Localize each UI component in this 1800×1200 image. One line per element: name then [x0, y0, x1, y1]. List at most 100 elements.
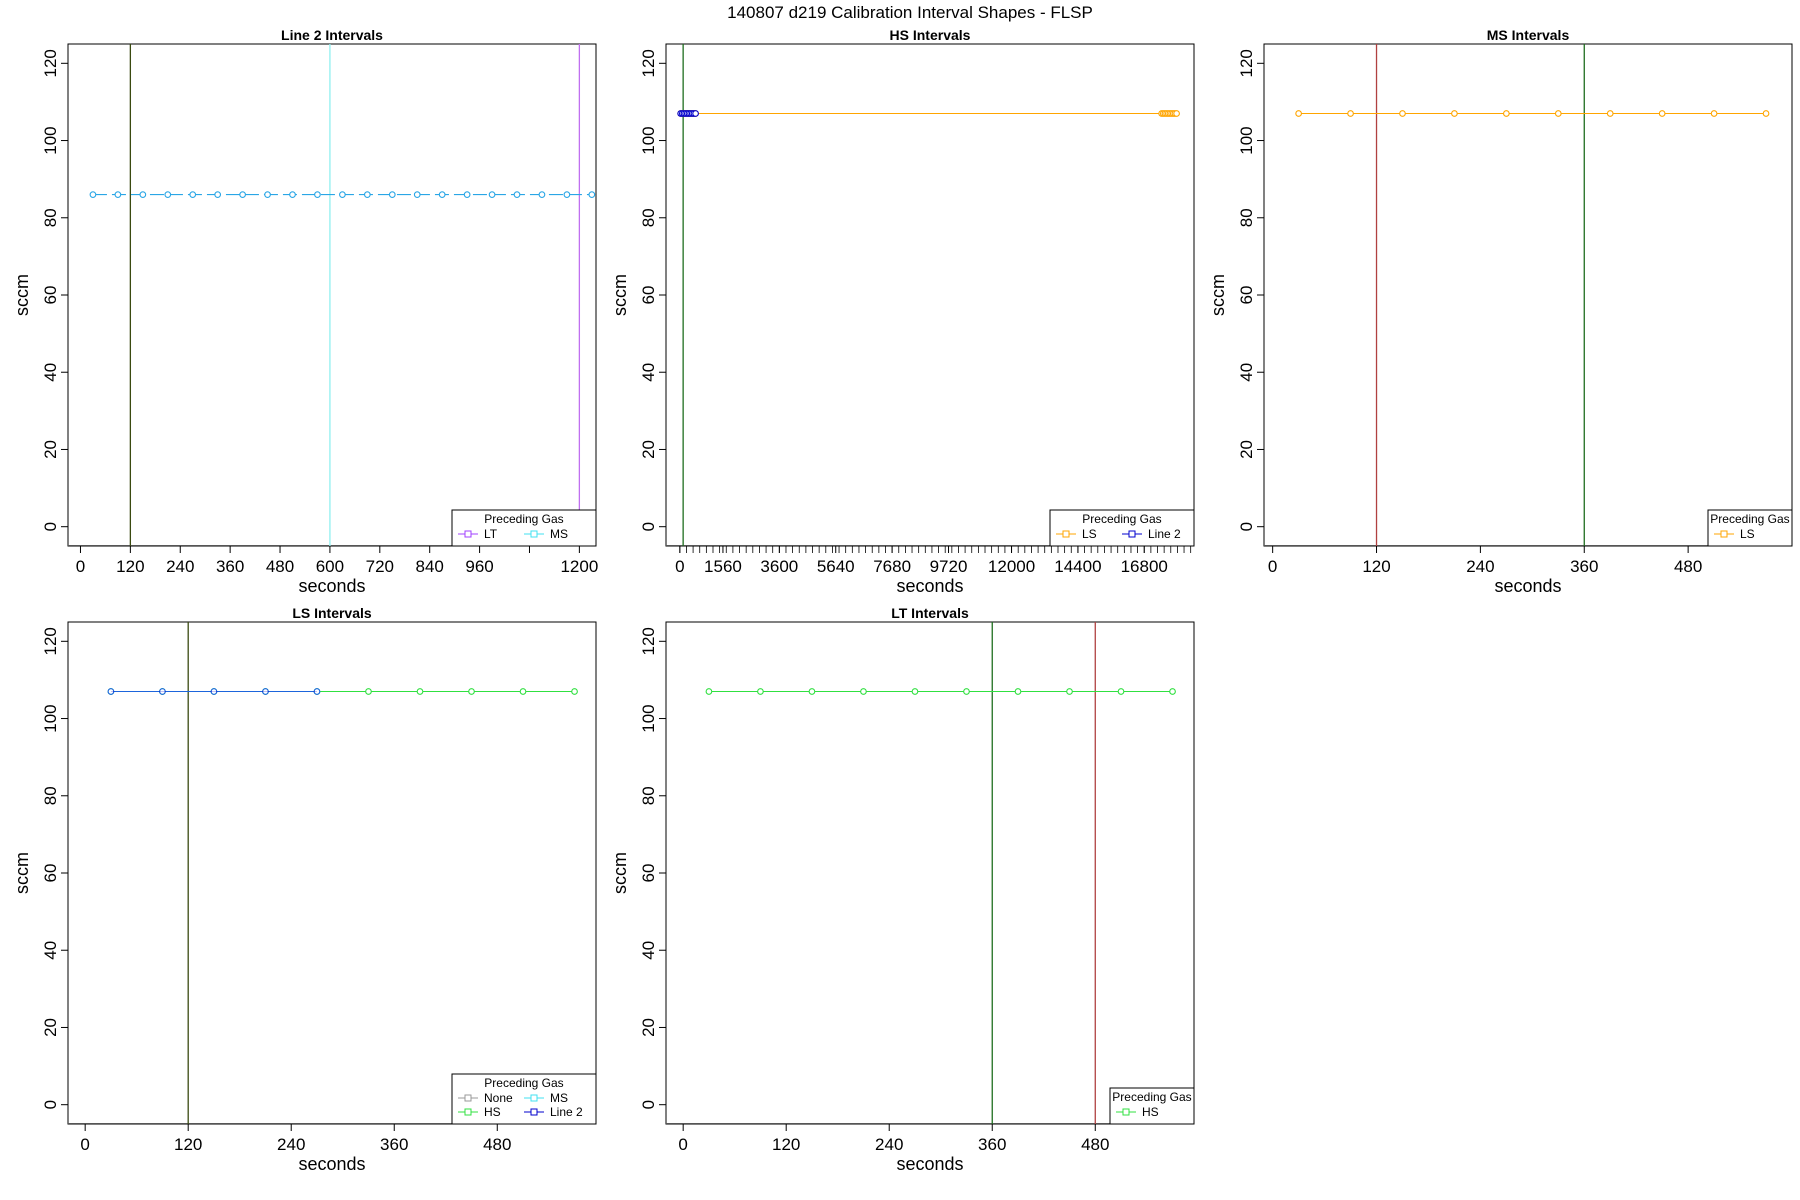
- legend-title: Preceding Gas: [484, 512, 563, 526]
- x-tick-label: 0: [675, 557, 684, 576]
- data-point: [1451, 110, 1458, 117]
- x-tick-label: 480: [266, 557, 294, 576]
- y-tick-label: 120: [1237, 49, 1256, 77]
- data-point: [139, 191, 147, 198]
- panel-title: HS Intervals: [890, 27, 971, 43]
- data-point: [1554, 110, 1562, 117]
- x-tick-label: 360: [1570, 557, 1598, 576]
- data-point: [189, 191, 197, 198]
- data-point: [963, 688, 970, 695]
- data-point: [757, 688, 764, 695]
- x-tick-label: 120: [772, 1135, 800, 1154]
- panel-4: LS Intervals 0 20 40 60 80 100 120 0 120 240 360 480…: [12, 605, 597, 1174]
- y-tick-label: 0: [639, 522, 658, 531]
- legend-item-label: MS: [550, 1091, 568, 1105]
- x-tick-label: 120: [1362, 557, 1390, 576]
- data-point: [1169, 688, 1176, 695]
- legend-swatch-marker: [464, 1108, 472, 1116]
- y-tick-label: 100: [1237, 126, 1256, 154]
- data-point: [563, 191, 571, 198]
- panel-title: LS Intervals: [292, 605, 372, 621]
- data-point: [239, 191, 246, 198]
- y-tick-label: 40: [41, 363, 60, 382]
- y-tick-label: 60: [639, 286, 658, 305]
- y-tick-label: 100: [41, 126, 60, 154]
- data-point: [289, 191, 296, 198]
- x-tick-label: 480: [1081, 1135, 1109, 1154]
- y-tick-label: 100: [639, 126, 658, 154]
- y-tick-label: 120: [41, 627, 60, 655]
- x-tick-label: 840: [416, 557, 444, 576]
- data-point: [1295, 110, 1302, 117]
- y-tick-label: 20: [1237, 440, 1256, 459]
- data-point: [413, 191, 421, 198]
- data-point: [538, 191, 546, 198]
- panel-3: MS Intervals 0 20 40 60 80 100 120 0 120 240 360 480…: [1208, 27, 1793, 596]
- x-tick-label: 0: [1268, 557, 1277, 576]
- y-axis-label: sccm: [1208, 274, 1228, 316]
- panel-5: LT Intervals 0 20 40 60 80 100 120 0 120 240 360 480…: [610, 605, 1195, 1174]
- data-point: [1762, 110, 1770, 117]
- data-point: [1399, 110, 1406, 117]
- y-tick-label: 80: [41, 786, 60, 805]
- x-tick-label: 16800: [1121, 557, 1168, 576]
- legend-swatch-marker: [530, 1094, 538, 1102]
- data-point: [164, 191, 172, 198]
- data-point: [416, 688, 424, 695]
- legend-box: [1049, 509, 1195, 547]
- y-tick-label: 80: [639, 208, 658, 227]
- data-point: [114, 191, 122, 198]
- x-tick-label: 5640: [817, 557, 855, 576]
- data-point: [571, 688, 578, 695]
- y-tick-label: 40: [41, 941, 60, 960]
- data-point: [468, 688, 475, 695]
- data-point: [860, 688, 867, 695]
- data-point: [1066, 688, 1073, 695]
- y-axis-label: sccm: [12, 852, 32, 894]
- plot-frame: [67, 621, 597, 1125]
- data-point: [314, 191, 321, 198]
- x-tick-label: 960: [465, 557, 493, 576]
- y-tick-label: 20: [639, 1018, 658, 1037]
- data-point: [705, 688, 713, 695]
- data-point: [1173, 110, 1180, 117]
- legend-swatch-marker: [530, 530, 538, 538]
- legend-swatch-marker: [1062, 530, 1070, 538]
- y-tick-label: 120: [639, 49, 658, 77]
- data-point: [89, 191, 97, 198]
- legend-title: Preceding Gas: [1082, 512, 1161, 526]
- data-point: [438, 191, 446, 198]
- legend-title: Preceding Gas: [1112, 1090, 1191, 1104]
- y-tick-label: 120: [41, 49, 60, 77]
- y-tick-label: 60: [41, 864, 60, 883]
- data-point: [488, 191, 496, 198]
- legend-box: [1707, 509, 1793, 547]
- data-point: [1606, 110, 1614, 117]
- data-point: [588, 191, 596, 198]
- y-tick-label: 20: [639, 440, 658, 459]
- y-tick-label: 100: [41, 704, 60, 732]
- x-tick-label: 240: [277, 1135, 305, 1154]
- data-point: [264, 191, 271, 198]
- legend-item-label: LS: [1740, 527, 1755, 541]
- x-tick-label: 1200: [560, 557, 598, 576]
- data-point: [692, 110, 699, 117]
- y-tick-label: 100: [639, 704, 658, 732]
- y-tick-label: 60: [639, 864, 658, 883]
- data-point: [513, 191, 521, 198]
- legend-swatch-marker: [464, 530, 472, 538]
- legend-item-label: MS: [550, 527, 568, 541]
- x-tick-label: 600: [316, 557, 344, 576]
- legend-item-label: HS: [484, 1105, 501, 1119]
- legend-swatch-marker: [1128, 530, 1136, 538]
- x-tick-label: 360: [216, 557, 244, 576]
- data-point: [1503, 110, 1510, 117]
- legend-item-label: LT: [484, 527, 498, 541]
- y-tick-label: 40: [639, 363, 658, 382]
- y-tick-label: 60: [1237, 286, 1256, 305]
